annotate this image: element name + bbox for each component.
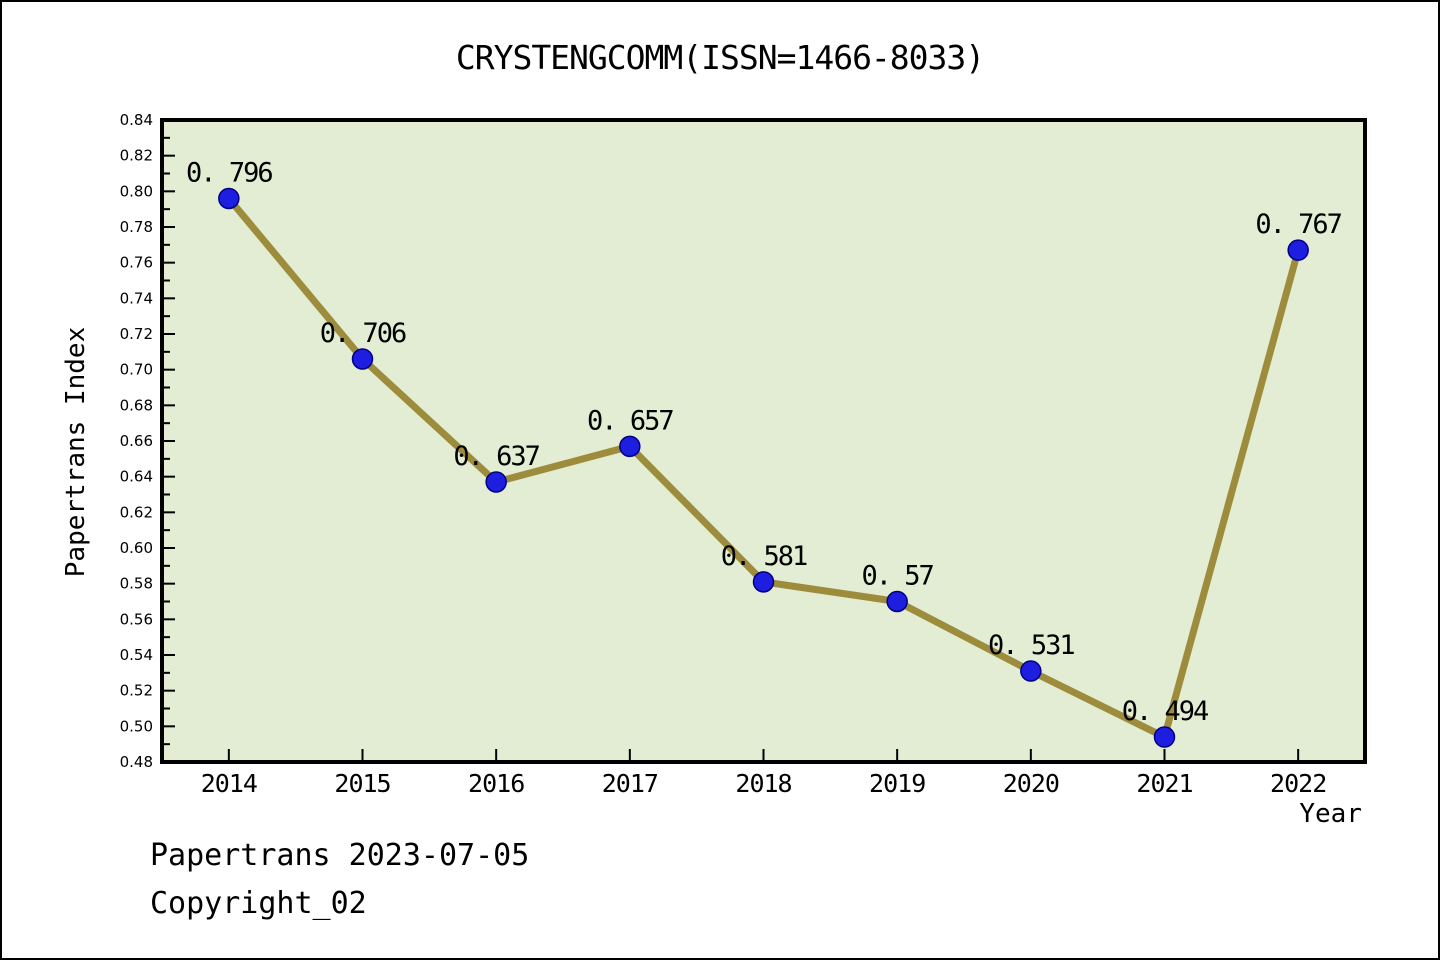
x-tick-label: 2020 (1003, 769, 1059, 798)
data-point-marker (752, 571, 775, 593)
data-point-marker (351, 348, 374, 370)
y-tick-label: 0.52 (120, 682, 153, 700)
data-point-label: 0. 796 (186, 157, 272, 188)
data-point-marker (1287, 239, 1309, 261)
plot-background (162, 120, 1365, 762)
data-point-marker (485, 471, 507, 493)
y-tick-label: 0.74 (120, 289, 153, 307)
y-tick-label: 0.54 (120, 646, 153, 664)
footer-source-date: Papertrans 2023-07-05 (150, 838, 530, 873)
x-tick-label: 2015 (334, 769, 390, 798)
data-point-marker (886, 590, 908, 613)
y-tick-label: 0.78 (120, 218, 153, 236)
footer-copyright: Copyright_02 (150, 886, 367, 921)
y-tick-label: 0.48 (120, 753, 153, 771)
data-point-marker (218, 187, 240, 210)
x-tick-label: 2021 (1136, 769, 1192, 798)
data-point-marker (619, 435, 641, 458)
x-tick-label: 2014 (201, 769, 257, 798)
y-tick-label: 0.68 (120, 396, 153, 414)
y-tick-label: 0.70 (120, 361, 153, 379)
x-tick-label: 2018 (735, 769, 791, 798)
y-tick-label: 0.64 (120, 468, 153, 486)
y-tick-label: 0.62 (120, 503, 153, 521)
x-tick-label: 2017 (602, 769, 658, 798)
y-tick-label: 0.58 (120, 575, 153, 593)
y-tick-label: 0.80 (120, 182, 153, 200)
chart-title: CRYSTENGCOMM(ISSN=1466-8033) (455, 38, 985, 77)
data-point-marker (1020, 660, 1042, 682)
x-tick-label: 2019 (869, 769, 925, 798)
data-point-label: 0. 494 (1122, 696, 1208, 727)
data-point-label: 0. 531 (988, 630, 1074, 661)
y-tick-label: 0.60 (120, 539, 153, 557)
axis-frame (160, 118, 1367, 764)
y-tick-label: 0.84 (120, 111, 153, 129)
data-point-label: 0. 706 (320, 318, 406, 349)
y-tick-label: 0.50 (120, 717, 153, 735)
data-point-label: 0. 581 (721, 541, 807, 572)
y-tick-label: 0.76 (120, 254, 153, 272)
data-point-label: 0. 657 (587, 405, 673, 436)
data-point-label: 0. 637 (453, 441, 539, 472)
y-tick-label: 0.72 (120, 325, 153, 343)
y-tick-label: 0.56 (120, 610, 153, 628)
y-tick-label: 0.66 (120, 432, 153, 450)
x-axis-title: Year (1299, 799, 1362, 829)
x-tick-label: 2022 (1270, 769, 1326, 798)
y-axis-title: Papertrans Index (61, 327, 91, 577)
data-point-label: 0. 57 (862, 561, 934, 592)
data-point-label: 0. 767 (1255, 209, 1341, 240)
x-tick-label: 2016 (468, 769, 524, 798)
y-tick-label: 0.82 (120, 147, 153, 165)
data-point-marker (1153, 726, 1176, 748)
